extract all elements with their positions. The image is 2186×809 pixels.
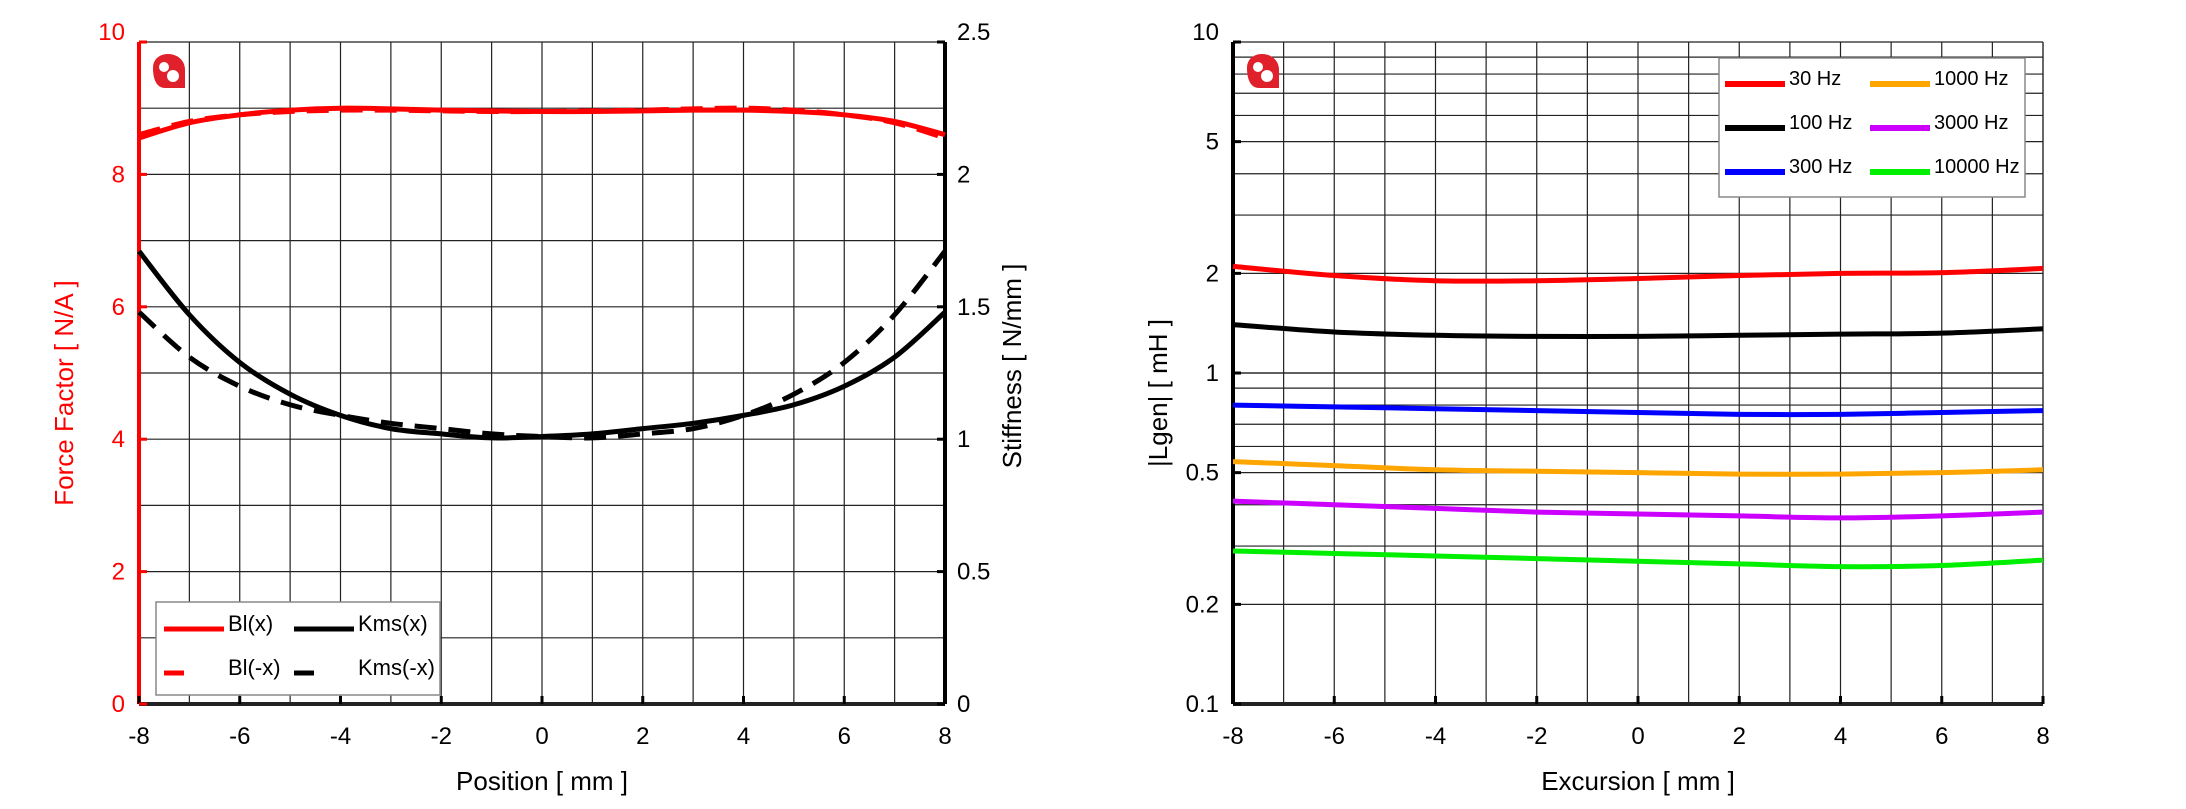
legend-label: 10000 Hz [1934, 156, 2020, 178]
x-tick-label: 8 [2036, 723, 2049, 750]
x-tick-label: -2 [1526, 723, 1547, 750]
x-tick-label: 2 [636, 723, 649, 750]
logo-shape [1247, 54, 1279, 88]
series-line-3000-hz [1232, 498, 2044, 521]
legend-label: Bl(-x) [228, 655, 281, 680]
y-tick-label: 2 [112, 559, 125, 586]
logo-dot [1253, 62, 1263, 72]
y2-tick-label: 0 [957, 691, 970, 718]
series-line-10000-hz [1232, 548, 2044, 570]
x-axis-title: Excursion [ mm ] [1541, 766, 1735, 796]
y-axis-title: |Lgen| [ mH ] [1143, 319, 1173, 467]
x-tick-label: -8 [1222, 723, 1243, 750]
y-tick-label: 4 [112, 426, 125, 453]
x-tick-label: 6 [838, 723, 851, 750]
logo-icon [153, 54, 185, 88]
logo-shape [153, 54, 185, 88]
x-tick-label: -2 [431, 723, 452, 750]
x-tick-label: 2 [1733, 723, 1746, 750]
y2-tick-label: 2.5 [957, 19, 990, 46]
legend-label: 3000 Hz [1934, 112, 2009, 134]
y-tick-label: 0.5 [1186, 460, 1219, 487]
y2-tick-label: 0.5 [957, 559, 990, 586]
y-tick-label: 0 [112, 691, 125, 718]
y2-tick-label: 2 [957, 161, 970, 188]
y-axis-title: Force Factor [ N/A ] [49, 280, 79, 505]
y2-axis-title: Stiffness [ N/mm ] [997, 264, 1027, 469]
y-tick-label: 5 [1206, 129, 1219, 156]
y-tick-label: 1 [1206, 360, 1219, 387]
logo-dot [1261, 70, 1273, 82]
x-tick-label: -6 [229, 723, 250, 750]
legend-label: Kms(-x) [358, 655, 435, 680]
legend-label: 300 Hz [1789, 156, 1852, 178]
legend-box [155, 601, 441, 696]
legend-label: 100 Hz [1789, 112, 1852, 134]
series-line-kms-x- [137, 249, 947, 441]
x-tick-label: -6 [1324, 723, 1345, 750]
series-line-300-hz [1232, 402, 2044, 418]
y-tick-label: 0.2 [1186, 591, 1219, 618]
series-line-bl-x- [138, 105, 946, 141]
x-tick-label: 0 [535, 723, 548, 750]
legend-label: 30 Hz [1789, 68, 1841, 90]
logo-dot [167, 70, 179, 82]
logo-dot [159, 62, 169, 72]
x-tick-label: -8 [128, 723, 149, 750]
y-tick-label: 6 [112, 294, 125, 321]
y-tick-label: 2 [1206, 260, 1219, 287]
x-tick-label: 8 [938, 723, 951, 750]
x-tick-label: -4 [330, 723, 351, 750]
y-tick-label: 10 [98, 19, 125, 46]
x-tick-label: 6 [1935, 723, 1948, 750]
inductance-chart: -8 -6 -4 -2 0 2 4 6 8 0.1 0.2 0.5 1 2 5 10 Excursion [ m… [1143, 19, 2050, 796]
series-line-30-hz [1232, 263, 2044, 284]
x-tick-label: 4 [737, 723, 750, 750]
legend-label: 1000 Hz [1934, 68, 2009, 90]
y-tick-label: 8 [112, 161, 125, 188]
bl-kms-chart: -8 -6 -4 -2 0 2 4 6 8024681000.511.522.5Position… [49, 19, 1027, 796]
x-tick-label: 0 [1631, 723, 1644, 750]
x-axis-title: Position [ mm ] [456, 766, 628, 796]
series-line-100-hz [1232, 322, 2044, 340]
series-line-1000-hz [1232, 459, 2044, 477]
legend-label: Kms(x) [358, 611, 428, 636]
logo-icon [1247, 54, 1279, 88]
x-tick-label: 4 [1834, 723, 1847, 750]
y-tick-label: 0.1 [1186, 691, 1219, 718]
y2-tick-label: 1 [957, 426, 970, 453]
x-tick-label: -4 [1425, 723, 1446, 750]
y-tick-label: 10 [1192, 19, 1219, 46]
legend-label: Bl(x) [228, 611, 273, 636]
y2-tick-label: 1.5 [957, 294, 990, 321]
series-line-kms-x- [137, 249, 947, 441]
